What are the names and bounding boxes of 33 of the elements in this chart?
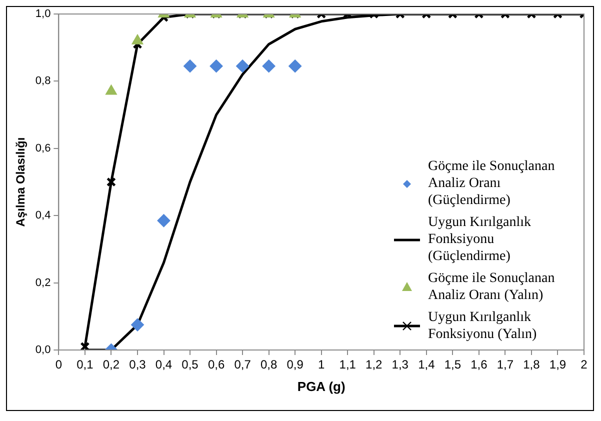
x-tick-label: 0,4 [155,358,172,372]
x-tick-label: 0,5 [182,358,199,372]
x-tick-label: 1,5 [444,358,462,372]
x-tick-label: 1,3 [392,358,409,372]
x-tick-label: 0,6 [208,358,225,372]
x-tick-label: 1,7 [496,358,514,372]
x-tick-label: 1,2 [366,358,383,372]
x-tick-label: 0,2 [102,358,120,372]
x-tick-label: 0,8 [260,358,278,372]
x-tick-label: 1,4 [418,358,436,372]
x-tick-label: 0 [55,358,62,372]
y-tick-label: 0,0 [35,344,51,356]
x-tick-label: 1,8 [523,358,540,372]
y-tick-label: 1,0 [35,8,51,20]
x-tick-label: 0,7 [234,358,252,372]
x-tick-label: 0,9 [286,358,304,372]
legend-label: Göçme ile Sonuçlanan Analiz Oranı (Yalın) [428,270,556,304]
y-axis-title: Aşılma Olasılığı [14,137,28,227]
x-tick-label: 2 [580,358,588,372]
y-tick-label: 0,2 [35,276,51,289]
legend-label: Uygun Kırılganlık Fonksiyonu (Güçlendirme) [428,214,532,265]
legend-label: Uygun Kırılganlık Fonksiyonu (Yalın) [428,309,538,343]
x-tick-label: 0,3 [129,358,146,372]
x-tick-label: 1 [318,358,325,372]
y-tick-label: 0,8 [35,75,51,88]
x-tick-label: 1,9 [549,358,566,372]
x-tick-label: 0,1 [76,358,94,372]
y-tick-label: 0,4 [35,210,51,222]
x-axis-title: PGA (g) [297,378,346,394]
x-tick-label: 1,6 [470,358,488,372]
x-tick-label: 1,1 [339,358,356,372]
y-tick-label: 0,6 [35,142,51,154]
legend-label: Göçme ile Sonuçlanan Analiz Oranı (Güçlendirme) [428,158,556,209]
